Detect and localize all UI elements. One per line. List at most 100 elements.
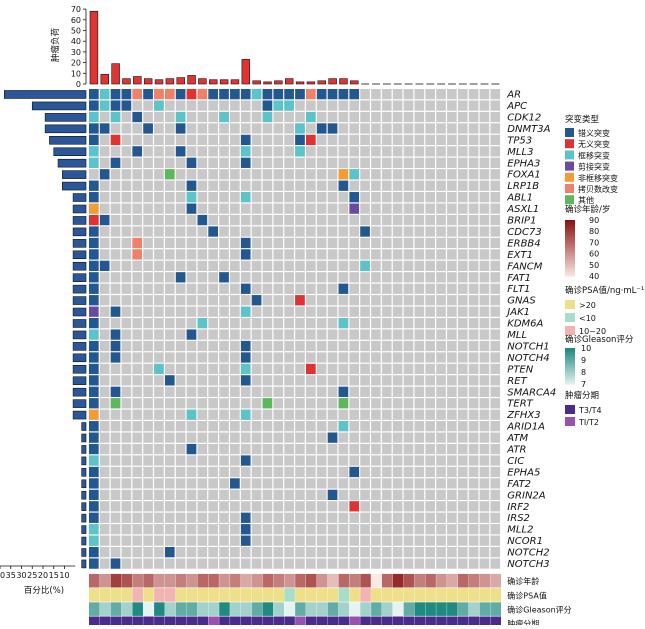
mutation-cell xyxy=(89,249,99,260)
age-track-cell xyxy=(306,573,317,588)
grid-cell xyxy=(154,192,164,203)
grid-cell xyxy=(490,524,501,535)
grid-cell xyxy=(284,123,294,134)
grid-cell xyxy=(121,146,132,157)
grid-cell xyxy=(197,329,208,340)
grid-cell xyxy=(306,249,316,260)
grid-cell xyxy=(121,272,132,283)
psa-track-cell xyxy=(468,588,480,602)
grid-cell xyxy=(327,466,338,478)
grid-cell xyxy=(197,111,208,123)
grid-cell xyxy=(154,489,164,500)
stage-track-cell xyxy=(306,616,317,629)
grid-cell xyxy=(143,363,153,375)
grid-cell xyxy=(99,352,110,363)
grid-cell xyxy=(306,123,316,134)
grid-cell xyxy=(154,134,164,146)
age-track-cell xyxy=(89,573,100,588)
grid-cell xyxy=(143,306,153,317)
gene-label: ABL1 xyxy=(506,193,533,204)
grid-cell xyxy=(327,192,338,203)
mutation-cell xyxy=(295,146,305,157)
grid-cell xyxy=(230,329,240,340)
grid-cell xyxy=(273,318,284,329)
grid-cell xyxy=(306,466,316,478)
gene-label: FAT2 xyxy=(507,479,531,490)
grid-cell xyxy=(381,214,392,226)
grid-cell xyxy=(306,547,316,558)
grid-cell xyxy=(425,260,435,271)
gene-percent-bar xyxy=(72,296,87,305)
grid-cell xyxy=(251,466,262,478)
grid-cell xyxy=(154,352,164,363)
grid-cell xyxy=(371,363,381,375)
grid-cell xyxy=(197,226,208,237)
grid-cell xyxy=(371,558,381,569)
grid-cell xyxy=(327,157,338,168)
mutation-cell xyxy=(240,89,251,100)
grid-cell xyxy=(403,260,414,271)
gene-percent-bar xyxy=(72,387,87,397)
grid-cell xyxy=(425,146,435,157)
grid-cell xyxy=(490,100,501,111)
grid-cell xyxy=(295,100,305,111)
grid-cell xyxy=(414,421,425,432)
mutation-cell xyxy=(186,192,197,203)
grid-cell xyxy=(447,157,457,168)
age-track-cell xyxy=(121,573,133,588)
grid-cell xyxy=(208,146,218,157)
grid-cell xyxy=(425,89,435,100)
age-track-cell xyxy=(273,573,284,588)
grid-cell xyxy=(306,524,316,535)
age-track-cell xyxy=(99,573,111,588)
grid-cell xyxy=(306,375,316,386)
grid-cell xyxy=(273,524,284,535)
mutation-cell xyxy=(89,455,99,466)
grid-cell xyxy=(360,489,370,500)
grid-cell xyxy=(392,363,403,375)
grid-cell xyxy=(89,169,99,180)
mutation-cell xyxy=(89,306,99,317)
gleason-track-cell xyxy=(349,602,360,616)
mutation-legend-label: 错义突变 xyxy=(578,128,610,138)
stage-legend-swatch xyxy=(565,405,575,414)
grid-cell xyxy=(121,249,132,260)
psa-track-cell xyxy=(143,588,154,602)
grid-cell xyxy=(316,203,327,214)
grid-cell xyxy=(273,180,284,191)
psa-track-cell xyxy=(219,588,230,602)
psa-track-cell xyxy=(175,588,187,602)
tumor-burden-bar xyxy=(219,79,229,85)
mutation-cell xyxy=(132,111,143,123)
grid-cell xyxy=(392,478,403,489)
gene-label: APC xyxy=(506,101,527,112)
stage-track-cell xyxy=(132,616,143,629)
age-legend-gradient xyxy=(565,256,575,259)
grid-cell xyxy=(230,146,240,157)
mutation-cell xyxy=(251,295,262,306)
gene-percent-bar xyxy=(57,158,87,168)
grid-cell xyxy=(175,192,186,203)
grid-cell xyxy=(457,283,468,294)
grid-cell xyxy=(186,352,197,363)
mutation-cell xyxy=(99,260,110,271)
grid-cell xyxy=(262,512,273,523)
grid-cell xyxy=(414,547,425,558)
grid-cell xyxy=(479,100,490,111)
gene-label: EPHA5 xyxy=(507,467,540,478)
grid-cell xyxy=(447,249,457,260)
gleason-legend-title: 确诊Gleason评分 xyxy=(565,334,634,345)
age-track-cell xyxy=(349,573,360,588)
grid-cell xyxy=(99,192,110,203)
grid-cell xyxy=(436,157,446,168)
grid-cell xyxy=(208,329,218,340)
grid-cell xyxy=(99,512,110,523)
age-track-cell xyxy=(468,573,480,588)
tumor-burden-bar xyxy=(241,59,251,85)
grid-cell xyxy=(175,547,186,558)
grid-cell xyxy=(436,329,446,340)
mutation-cell xyxy=(164,169,175,180)
age-legend-gradient xyxy=(565,242,575,245)
gleason-track-cell xyxy=(295,602,306,616)
gene-label: NCOR1 xyxy=(507,536,543,547)
